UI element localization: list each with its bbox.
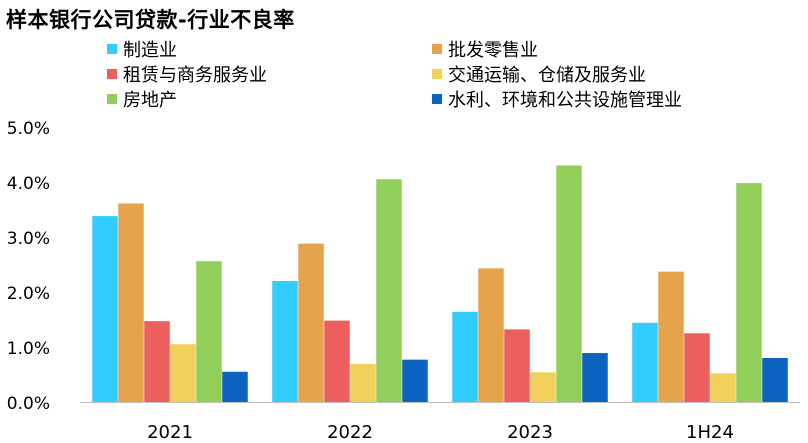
legend-swatch [107, 44, 117, 54]
y-tick-label: 0.0% [7, 394, 50, 414]
legend-item: 水利、环境和公共设施管理业 [432, 88, 682, 111]
y-tick-label: 2.0% [7, 284, 50, 304]
legend-label: 制造业 [123, 40, 177, 61]
x-tick-label: 1H24 [686, 422, 734, 443]
x-tick-label: 2021 [147, 422, 193, 443]
bar [298, 243, 324, 402]
bar [658, 271, 684, 402]
bar [556, 165, 582, 402]
legend-swatch [432, 94, 442, 104]
bar [736, 183, 762, 402]
legend-label: 批发零售业 [448, 40, 538, 61]
legend-swatch [432, 44, 442, 54]
y-tick-label: 5.0% [7, 119, 50, 139]
bar [272, 281, 298, 402]
bar [92, 216, 118, 402]
bar [710, 373, 736, 402]
bar [632, 322, 658, 402]
y-tick-label: 1.0% [7, 339, 50, 359]
legend-label: 租赁与商务服务业 [123, 65, 267, 86]
bar [478, 268, 504, 402]
y-tick-label: 4.0% [7, 174, 50, 194]
x-tick-label: 2022 [327, 422, 373, 443]
legend-label: 水利、环境和公共设施管理业 [448, 90, 682, 111]
legend-swatch [107, 69, 117, 79]
bar [144, 321, 170, 402]
bar [350, 364, 376, 402]
legend-label: 交通运输、仓储及服务业 [448, 65, 646, 86]
chart-title: 样本银行公司贷款-行业不良率 [6, 8, 295, 32]
bar [376, 179, 402, 402]
legend-swatch [107, 94, 117, 104]
bar [504, 329, 530, 402]
legend-label: 房地产 [123, 90, 177, 111]
bar [684, 333, 710, 402]
legend-item: 房地产 [107, 88, 177, 111]
bar [118, 203, 144, 402]
legend-item: 制造业 [107, 38, 177, 61]
bar [324, 320, 350, 402]
bar [222, 371, 248, 402]
legend-swatch [432, 69, 442, 79]
bar [170, 344, 196, 402]
bar [196, 261, 222, 402]
bar [582, 353, 608, 402]
bar [402, 359, 428, 402]
y-tick-label: 3.0% [7, 229, 50, 249]
legend-item: 交通运输、仓储及服务业 [432, 63, 646, 86]
x-tick-label: 2023 [507, 422, 553, 443]
legend-item: 批发零售业 [432, 38, 538, 61]
bar [762, 358, 788, 402]
legend-item: 租赁与商务服务业 [107, 63, 267, 86]
bar [452, 311, 478, 402]
bar [530, 372, 556, 402]
